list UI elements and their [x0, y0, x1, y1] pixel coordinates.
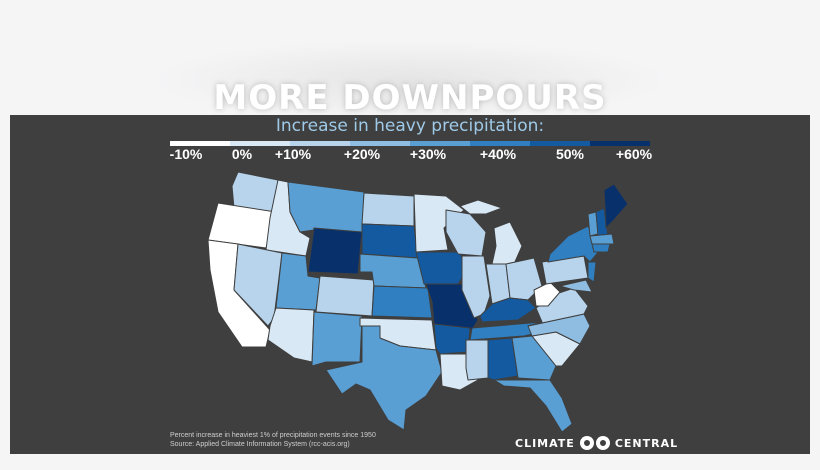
- state-connecticut-ri: [591, 243, 611, 253]
- state-wisconsin: [445, 209, 487, 257]
- legend-label-20: +20%: [343, 146, 381, 162]
- legend-label-30: +30%: [409, 146, 447, 162]
- legend-color-bar: [170, 141, 650, 146]
- legend-swatch-6: [470, 141, 530, 146]
- footnote: Percent increase in heaviest 1% of preci…: [170, 431, 376, 449]
- state-massachusetts: [589, 233, 615, 245]
- state-new-york: [547, 225, 601, 263]
- state-alabama: [487, 337, 519, 381]
- legend-title: Increase in heavy precipitation:: [275, 116, 545, 136]
- logo-text-central: CENTRAL: [614, 436, 679, 450]
- state-texas: [325, 325, 443, 431]
- legend-label-10: +10%: [274, 146, 312, 162]
- legend-label-60: +60%: [615, 146, 653, 162]
- state-arkansas: [433, 323, 471, 355]
- state-mississippi: [465, 339, 489, 381]
- footnote-line-2: Source: Applied Climate Information Syst…: [170, 441, 350, 448]
- legend-swatch-4: [350, 141, 410, 146]
- climate-central-logo: CLIMATE CENTRAL: [515, 435, 678, 451]
- state-kentucky: [479, 297, 537, 323]
- state-kansas: [371, 285, 433, 319]
- state-montana: [287, 181, 365, 233]
- legend-labels: -10% 0% +10% +20% +30% +40% 50% +60%: [0, 146, 820, 166]
- state-maryland-delaware: [559, 279, 593, 293]
- state-arizona: [267, 307, 315, 363]
- state-new-mexico: [311, 311, 363, 367]
- legend-swatch-1: [170, 141, 230, 146]
- logo-mark-icon: [579, 436, 610, 450]
- legend-label-50: 50%: [555, 146, 585, 162]
- state-new-jersey: [587, 261, 597, 283]
- legend-label-0: 0%: [231, 146, 253, 162]
- state-colorado: [315, 275, 375, 317]
- legend-swatch-5: [410, 141, 470, 146]
- legend-label-40: +40%: [479, 146, 517, 162]
- title-glow: [150, 40, 670, 120]
- state-north-dakota: [361, 192, 415, 227]
- legend-swatch-3: [290, 141, 350, 146]
- state-michigan-upper: [459, 199, 503, 215]
- state-wyoming: [307, 227, 363, 275]
- state-michigan-lower: [491, 221, 523, 265]
- state-iowa: [415, 251, 467, 285]
- state-florida: [493, 379, 573, 433]
- footnote-line-1: Percent increase in heaviest 1% of preci…: [170, 432, 376, 439]
- state-georgia: [511, 335, 557, 381]
- legend-swatch-2: [230, 141, 290, 146]
- legend-swatch-8: [590, 141, 650, 146]
- page-title: MORE DOWNPOURS: [213, 78, 607, 118]
- state-maine: [603, 183, 629, 229]
- legend-label-minus10: -10%: [169, 146, 203, 162]
- legend-swatch-7: [530, 141, 590, 146]
- state-south-dakota: [361, 223, 419, 259]
- logo-text-climate: CLIMATE: [515, 436, 575, 450]
